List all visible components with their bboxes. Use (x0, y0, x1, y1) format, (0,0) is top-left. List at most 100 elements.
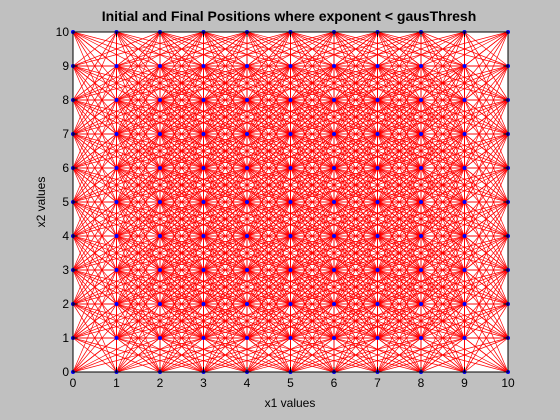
connection-line (246, 99, 291, 169)
connection-line (464, 133, 509, 237)
connection-line (159, 65, 204, 169)
connection-line (464, 269, 509, 373)
connection-line (290, 133, 335, 237)
connection-line (72, 235, 117, 305)
connection-line (377, 269, 422, 373)
connection-line (333, 201, 378, 305)
connection-line (464, 201, 509, 305)
connection-line (72, 269, 117, 373)
data-point (419, 302, 423, 306)
connection-line (159, 99, 204, 203)
connection-line (377, 65, 422, 169)
data-point (419, 336, 423, 340)
data-point (158, 336, 162, 340)
connection-line (290, 65, 335, 169)
data-point (462, 200, 467, 204)
data-point (245, 268, 249, 272)
connection-line (203, 133, 248, 237)
connection-line (333, 337, 378, 373)
connection-line (333, 235, 378, 305)
connection-line (290, 235, 335, 339)
connection-line (72, 337, 117, 373)
data-point (201, 166, 206, 170)
data-point (201, 200, 206, 204)
connection-line (72, 167, 117, 271)
connection-line (420, 167, 465, 271)
data-point (332, 64, 336, 68)
data-point (201, 132, 206, 136)
data-point (288, 268, 293, 272)
connection-line (203, 235, 248, 305)
y-tick-label: 2 (62, 297, 69, 311)
connection-line (377, 235, 422, 305)
connection-line (333, 235, 378, 339)
connection-line (72, 201, 117, 271)
data-point (375, 336, 380, 340)
connection-line (464, 235, 509, 339)
data-point (332, 132, 336, 136)
connection-line (159, 133, 204, 237)
connection-line (116, 167, 161, 271)
data-point (288, 336, 293, 340)
y-tick-label: 7 (62, 127, 69, 141)
connection-line (464, 303, 509, 373)
data-point (245, 132, 249, 136)
x-tick-label: 8 (418, 376, 425, 390)
x-tick-label: 3 (200, 376, 207, 390)
connection-line (464, 31, 509, 67)
connection-line (290, 269, 335, 373)
connection-line (464, 99, 509, 169)
connection-line (333, 31, 378, 135)
connection-line (203, 235, 248, 339)
connection-line (420, 65, 465, 135)
connection-line (72, 65, 117, 169)
data-point (419, 98, 423, 102)
connection-line (246, 65, 291, 135)
connection-line (72, 99, 117, 203)
connection-line (464, 235, 509, 305)
connection-line (464, 337, 509, 373)
data-point (288, 64, 293, 68)
connection-line (203, 337, 248, 373)
data-point (462, 132, 467, 136)
connection-line (159, 167, 204, 237)
x-tick-label: 7 (374, 376, 381, 390)
data-point (114, 336, 119, 340)
data-point (114, 132, 119, 136)
connection-line (377, 201, 422, 271)
data-point (419, 166, 423, 170)
connection-line (420, 99, 465, 203)
connection-line (377, 99, 422, 203)
data-point (332, 268, 336, 272)
connection-line (72, 201, 117, 305)
x-tick-label: 10 (501, 376, 515, 390)
connection-line (377, 31, 422, 101)
connection-line (246, 269, 291, 339)
connection-line (246, 31, 291, 101)
data-point (245, 302, 249, 306)
connection-line (159, 269, 204, 339)
connection-line (116, 99, 161, 169)
connection-line (203, 65, 248, 135)
connection-line (72, 167, 117, 237)
connection-line (420, 133, 465, 237)
connection-line (420, 201, 465, 271)
connection-line (159, 235, 204, 305)
data-point (158, 166, 162, 170)
data-point (114, 302, 119, 306)
connection-line (464, 31, 509, 101)
data-point (375, 166, 380, 170)
connection-line (290, 201, 335, 271)
connection-line (420, 269, 465, 373)
data-point (332, 200, 336, 204)
y-tick-label: 4 (62, 229, 69, 243)
connection-line (159, 303, 204, 373)
connection-line (420, 133, 465, 203)
connection-line (116, 31, 161, 101)
connection-line (290, 235, 335, 305)
connection-line (203, 99, 248, 169)
connection-line (333, 133, 378, 203)
connection-line (203, 167, 248, 271)
data-point (201, 64, 206, 68)
data-point (245, 64, 249, 68)
